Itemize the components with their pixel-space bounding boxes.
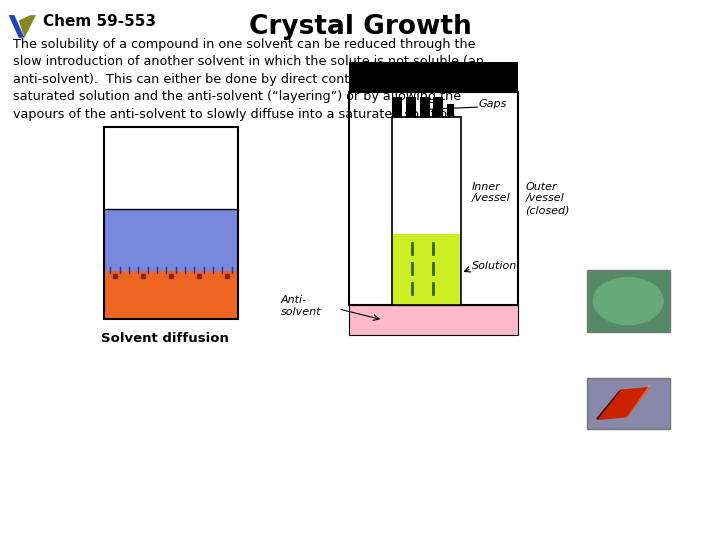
Text: Anti-
solvent: Anti- solvent xyxy=(281,295,321,317)
FancyBboxPatch shape xyxy=(587,270,670,332)
Polygon shape xyxy=(9,15,24,38)
Bar xyxy=(392,234,461,305)
Text: Solvent diffusion: Solvent diffusion xyxy=(101,332,229,345)
Text: Gaps: Gaps xyxy=(479,99,507,110)
Text: Crystal Growth: Crystal Growth xyxy=(248,14,472,39)
Polygon shape xyxy=(596,389,622,420)
Text: Inner
/vessel: Inner /vessel xyxy=(472,181,510,203)
Bar xyxy=(104,127,238,319)
Polygon shape xyxy=(598,387,652,420)
Text: Chem 59-553: Chem 59-553 xyxy=(43,14,156,29)
Polygon shape xyxy=(19,15,36,38)
Bar xyxy=(587,378,670,429)
Text: Solution: Solution xyxy=(472,261,517,271)
Bar xyxy=(392,117,461,305)
Bar xyxy=(420,97,430,117)
Text: The solubility of a compound in one solvent can be reduced through the
slow intr: The solubility of a compound in one solv… xyxy=(13,38,484,121)
Bar xyxy=(104,210,238,271)
Bar xyxy=(406,97,416,117)
Bar xyxy=(104,271,238,319)
Bar xyxy=(349,92,518,305)
Text: Outer
/vessel
(closed): Outer /vessel (closed) xyxy=(526,182,570,215)
Bar xyxy=(447,104,454,116)
Polygon shape xyxy=(626,385,652,418)
Polygon shape xyxy=(593,278,663,325)
Bar xyxy=(392,117,461,234)
Bar xyxy=(104,127,238,210)
Bar xyxy=(433,97,444,117)
Bar xyxy=(392,97,402,117)
Bar xyxy=(349,305,518,335)
Bar xyxy=(349,62,518,92)
